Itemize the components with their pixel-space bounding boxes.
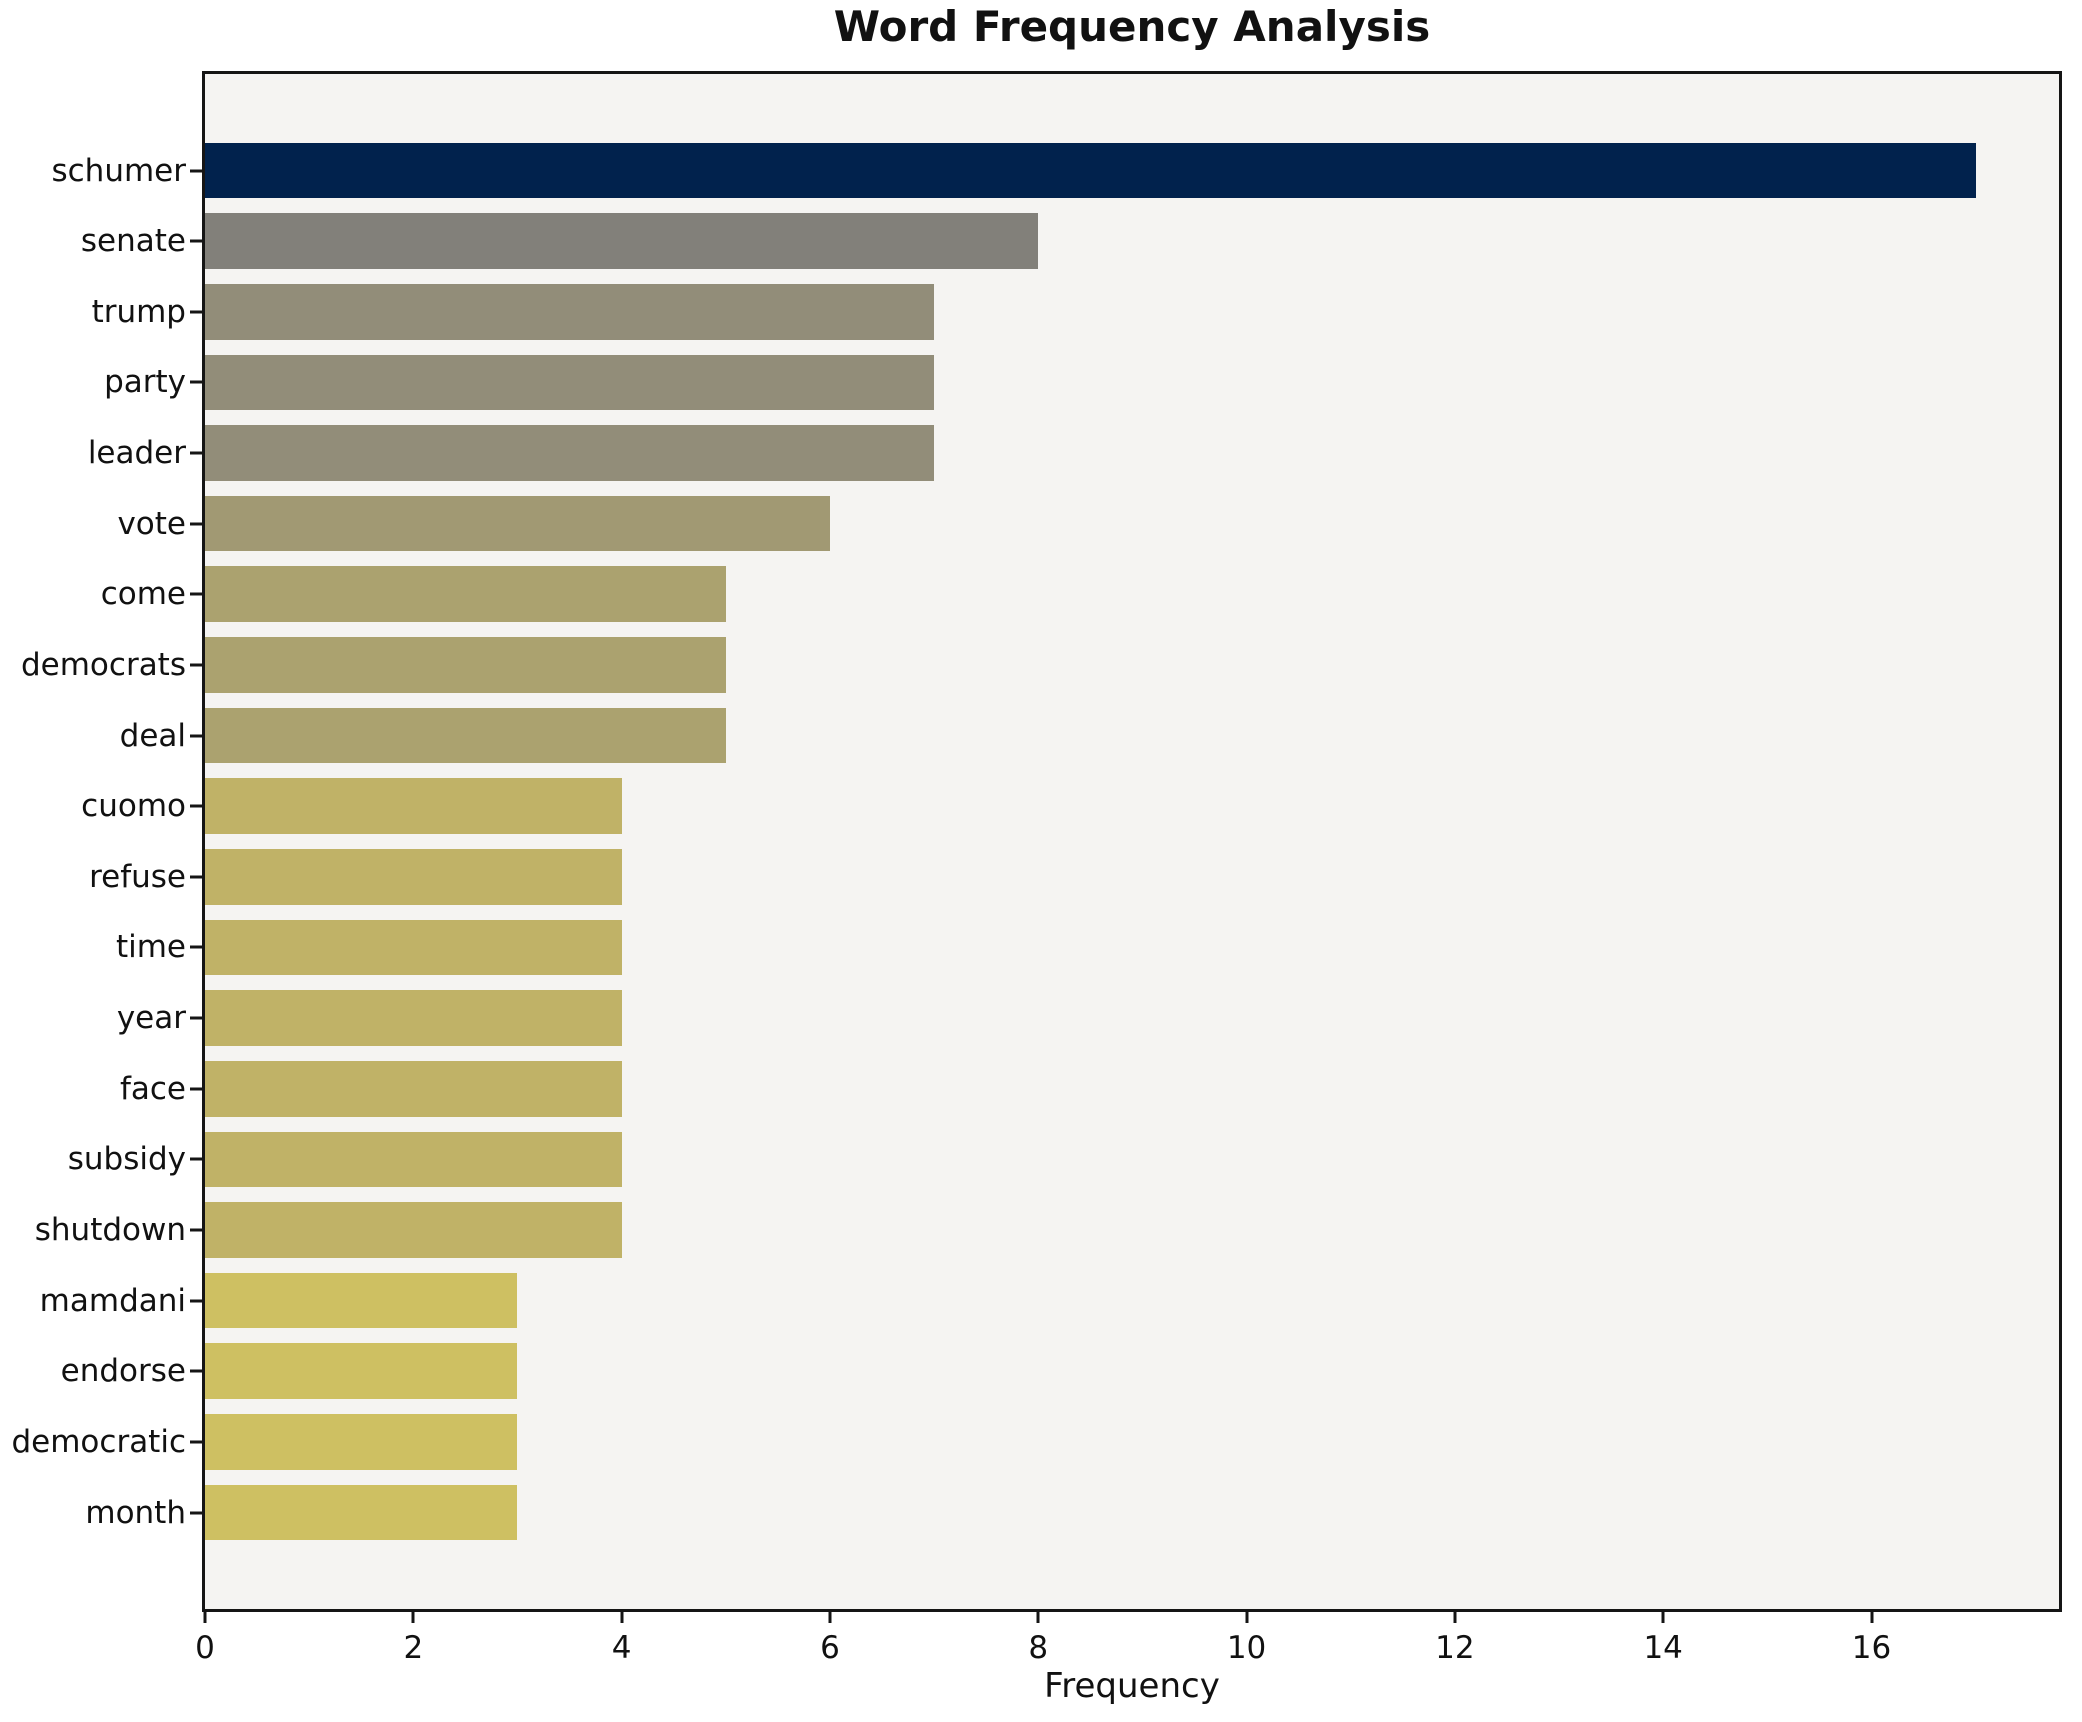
y-tick-mark [190, 1299, 202, 1303]
x-tick-mark [1453, 1612, 1457, 1623]
bar-come [205, 566, 726, 623]
x-tick-label-0: 0 [195, 1630, 215, 1666]
bar-cuomo [205, 778, 622, 834]
x-tick-label-16: 16 [1851, 1630, 1892, 1666]
bar-democrats [205, 637, 726, 693]
x-tick-mark [620, 1612, 624, 1623]
bar-time [205, 919, 622, 976]
y-tick-mark [190, 1016, 202, 1020]
x-tick-mark [1245, 1612, 1249, 1623]
bar-democratic [205, 1414, 518, 1470]
y-tick-label-shutdown: shutdown [34, 1211, 186, 1248]
y-tick-mark [190, 663, 202, 667]
x-tick-label-2: 2 [403, 1630, 424, 1666]
y-tick-label-party: party [104, 364, 186, 401]
y-tick-mark [190, 592, 202, 596]
x-tick-label-10: 10 [1226, 1630, 1267, 1666]
y-tick-mark [190, 1369, 202, 1373]
bar-mamdani [205, 1272, 518, 1329]
y-tick-mark [190, 734, 202, 738]
bar-shutdown [205, 1202, 622, 1258]
x-tick-mark [828, 1612, 832, 1623]
plot-area [202, 71, 2062, 1612]
x-tick-mark [411, 1612, 415, 1623]
x-tick-mark [203, 1612, 207, 1623]
y-tick-label-refuse: refuse [89, 858, 186, 895]
bar-endorse [205, 1343, 518, 1400]
y-tick-label-face: face [119, 1070, 186, 1107]
y-tick-mark [190, 804, 202, 808]
bar-senate [205, 213, 1039, 269]
y-tick-label-democratic: democratic [11, 1423, 186, 1460]
y-tick-mark [190, 380, 202, 384]
bar-subsidy [205, 1131, 622, 1188]
y-tick-mark [190, 1157, 202, 1161]
y-tick-label-mamdani: mamdani [39, 1282, 186, 1319]
y-tick-mark [190, 310, 202, 314]
y-tick-mark [190, 875, 202, 879]
y-tick-mark [190, 239, 202, 243]
y-tick-label-democrats: democrats [20, 646, 186, 683]
y-tick-label-trump: trump [91, 293, 186, 330]
y-tick-label-deal: deal [119, 717, 186, 754]
bar-refuse [205, 849, 622, 905]
x-tick-label-12: 12 [1435, 1630, 1475, 1666]
y-tick-label-senate: senate [80, 223, 186, 260]
bar-face [205, 1060, 622, 1117]
x-tick-label-14: 14 [1643, 1630, 1683, 1666]
y-tick-label-time: time [115, 929, 186, 966]
y-tick-label-leader: leader [87, 435, 186, 472]
bar-deal [205, 707, 726, 764]
bar-leader [205, 425, 935, 481]
bar-month [205, 1484, 518, 1541]
x-tick-label-6: 6 [820, 1630, 840, 1666]
bar-vote [205, 495, 830, 552]
y-tick-label-schumer: schumer [51, 152, 186, 189]
y-tick-label-come: come [100, 576, 186, 613]
x-tick-label-8: 8 [1028, 1630, 1049, 1666]
y-tick-mark [190, 169, 202, 172]
x-axis-label: Frequency [1044, 1666, 1220, 1706]
x-tick-label-4: 4 [611, 1630, 632, 1666]
x-tick-mark [1870, 1612, 1874, 1623]
bar-party [205, 354, 935, 411]
y-tick-mark [190, 522, 202, 526]
chart-title: Word Frequency Analysis [833, 2, 1431, 51]
x-tick-mark [1661, 1612, 1665, 1623]
y-tick-label-year: year [116, 1000, 186, 1037]
y-tick-label-month: month [85, 1494, 186, 1531]
y-tick-label-cuomo: cuomo [81, 788, 186, 825]
y-tick-mark [190, 1087, 202, 1091]
x-tick-mark [1036, 1612, 1040, 1623]
y-tick-mark [190, 451, 202, 455]
y-tick-label-endorse: endorse [60, 1353, 186, 1390]
bar-year [205, 990, 622, 1046]
y-tick-label-vote: vote [117, 505, 186, 542]
bar-trump [205, 283, 935, 340]
y-tick-mark [190, 1228, 202, 1232]
y-tick-label-subsidy: subsidy [67, 1141, 186, 1178]
y-tick-mark [190, 1511, 202, 1514]
bar-schumer [205, 142, 1976, 199]
y-tick-mark [190, 945, 202, 949]
y-tick-mark [190, 1440, 202, 1444]
